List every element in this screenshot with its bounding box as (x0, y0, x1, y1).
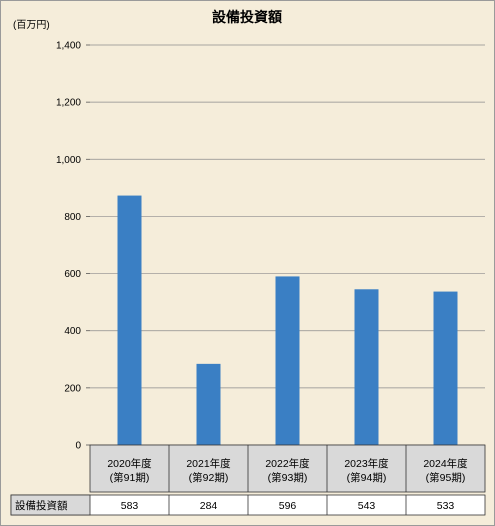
row-label: 設備投資額 (15, 499, 68, 512)
x-category-label: 2023年度 (344, 457, 389, 470)
y-tick-label: 0 (75, 441, 81, 452)
table-value-cell: 284 (200, 500, 218, 512)
x-category-label: 2020年度 (107, 457, 152, 470)
data-table: 設備投資額 2020年度(第91期) 583 2021年度(第92期) 284 2022年… (10, 444, 486, 516)
bar (196, 363, 221, 445)
x-category-label: (第93期) (268, 471, 308, 484)
x-category-label: 2021年度 (186, 457, 231, 470)
table-value-cell: 596 (279, 500, 297, 512)
table-value-cell: 533 (437, 500, 455, 512)
y-tick-label: 600 (64, 269, 81, 280)
y-tick-label: 200 (64, 383, 81, 394)
x-category-label: 2022年度 (265, 457, 310, 470)
bar (433, 291, 458, 445)
y-tick-label: 1,400 (56, 41, 81, 52)
x-category-label: (第94期) (347, 471, 387, 484)
x-category-label: (第91期) (110, 471, 150, 484)
x-category-label: 2024年度 (423, 457, 468, 470)
bar (354, 289, 379, 445)
y-axis-ticks: 0 200 400 600 800 1,000 1,200 1,400 (56, 41, 90, 452)
y-unit-label: (百万円) (13, 19, 50, 31)
chart-title: 設備投資額 (212, 9, 282, 25)
x-category-label: (第92期) (189, 471, 229, 484)
category-header-row (89, 444, 486, 493)
bars (117, 195, 458, 445)
y-tick-label: 1,000 (56, 155, 81, 166)
row-header-cell (10, 494, 91, 516)
table-value-cell: 583 (121, 500, 139, 512)
bar (275, 276, 300, 445)
y-tick-label: 1,200 (56, 98, 81, 109)
table-value-cell: 543 (358, 500, 376, 512)
bar (117, 195, 142, 445)
y-tick-label: 400 (64, 326, 81, 337)
x-category-label: (第95期) (426, 471, 466, 484)
y-tick-label: 800 (64, 212, 81, 223)
